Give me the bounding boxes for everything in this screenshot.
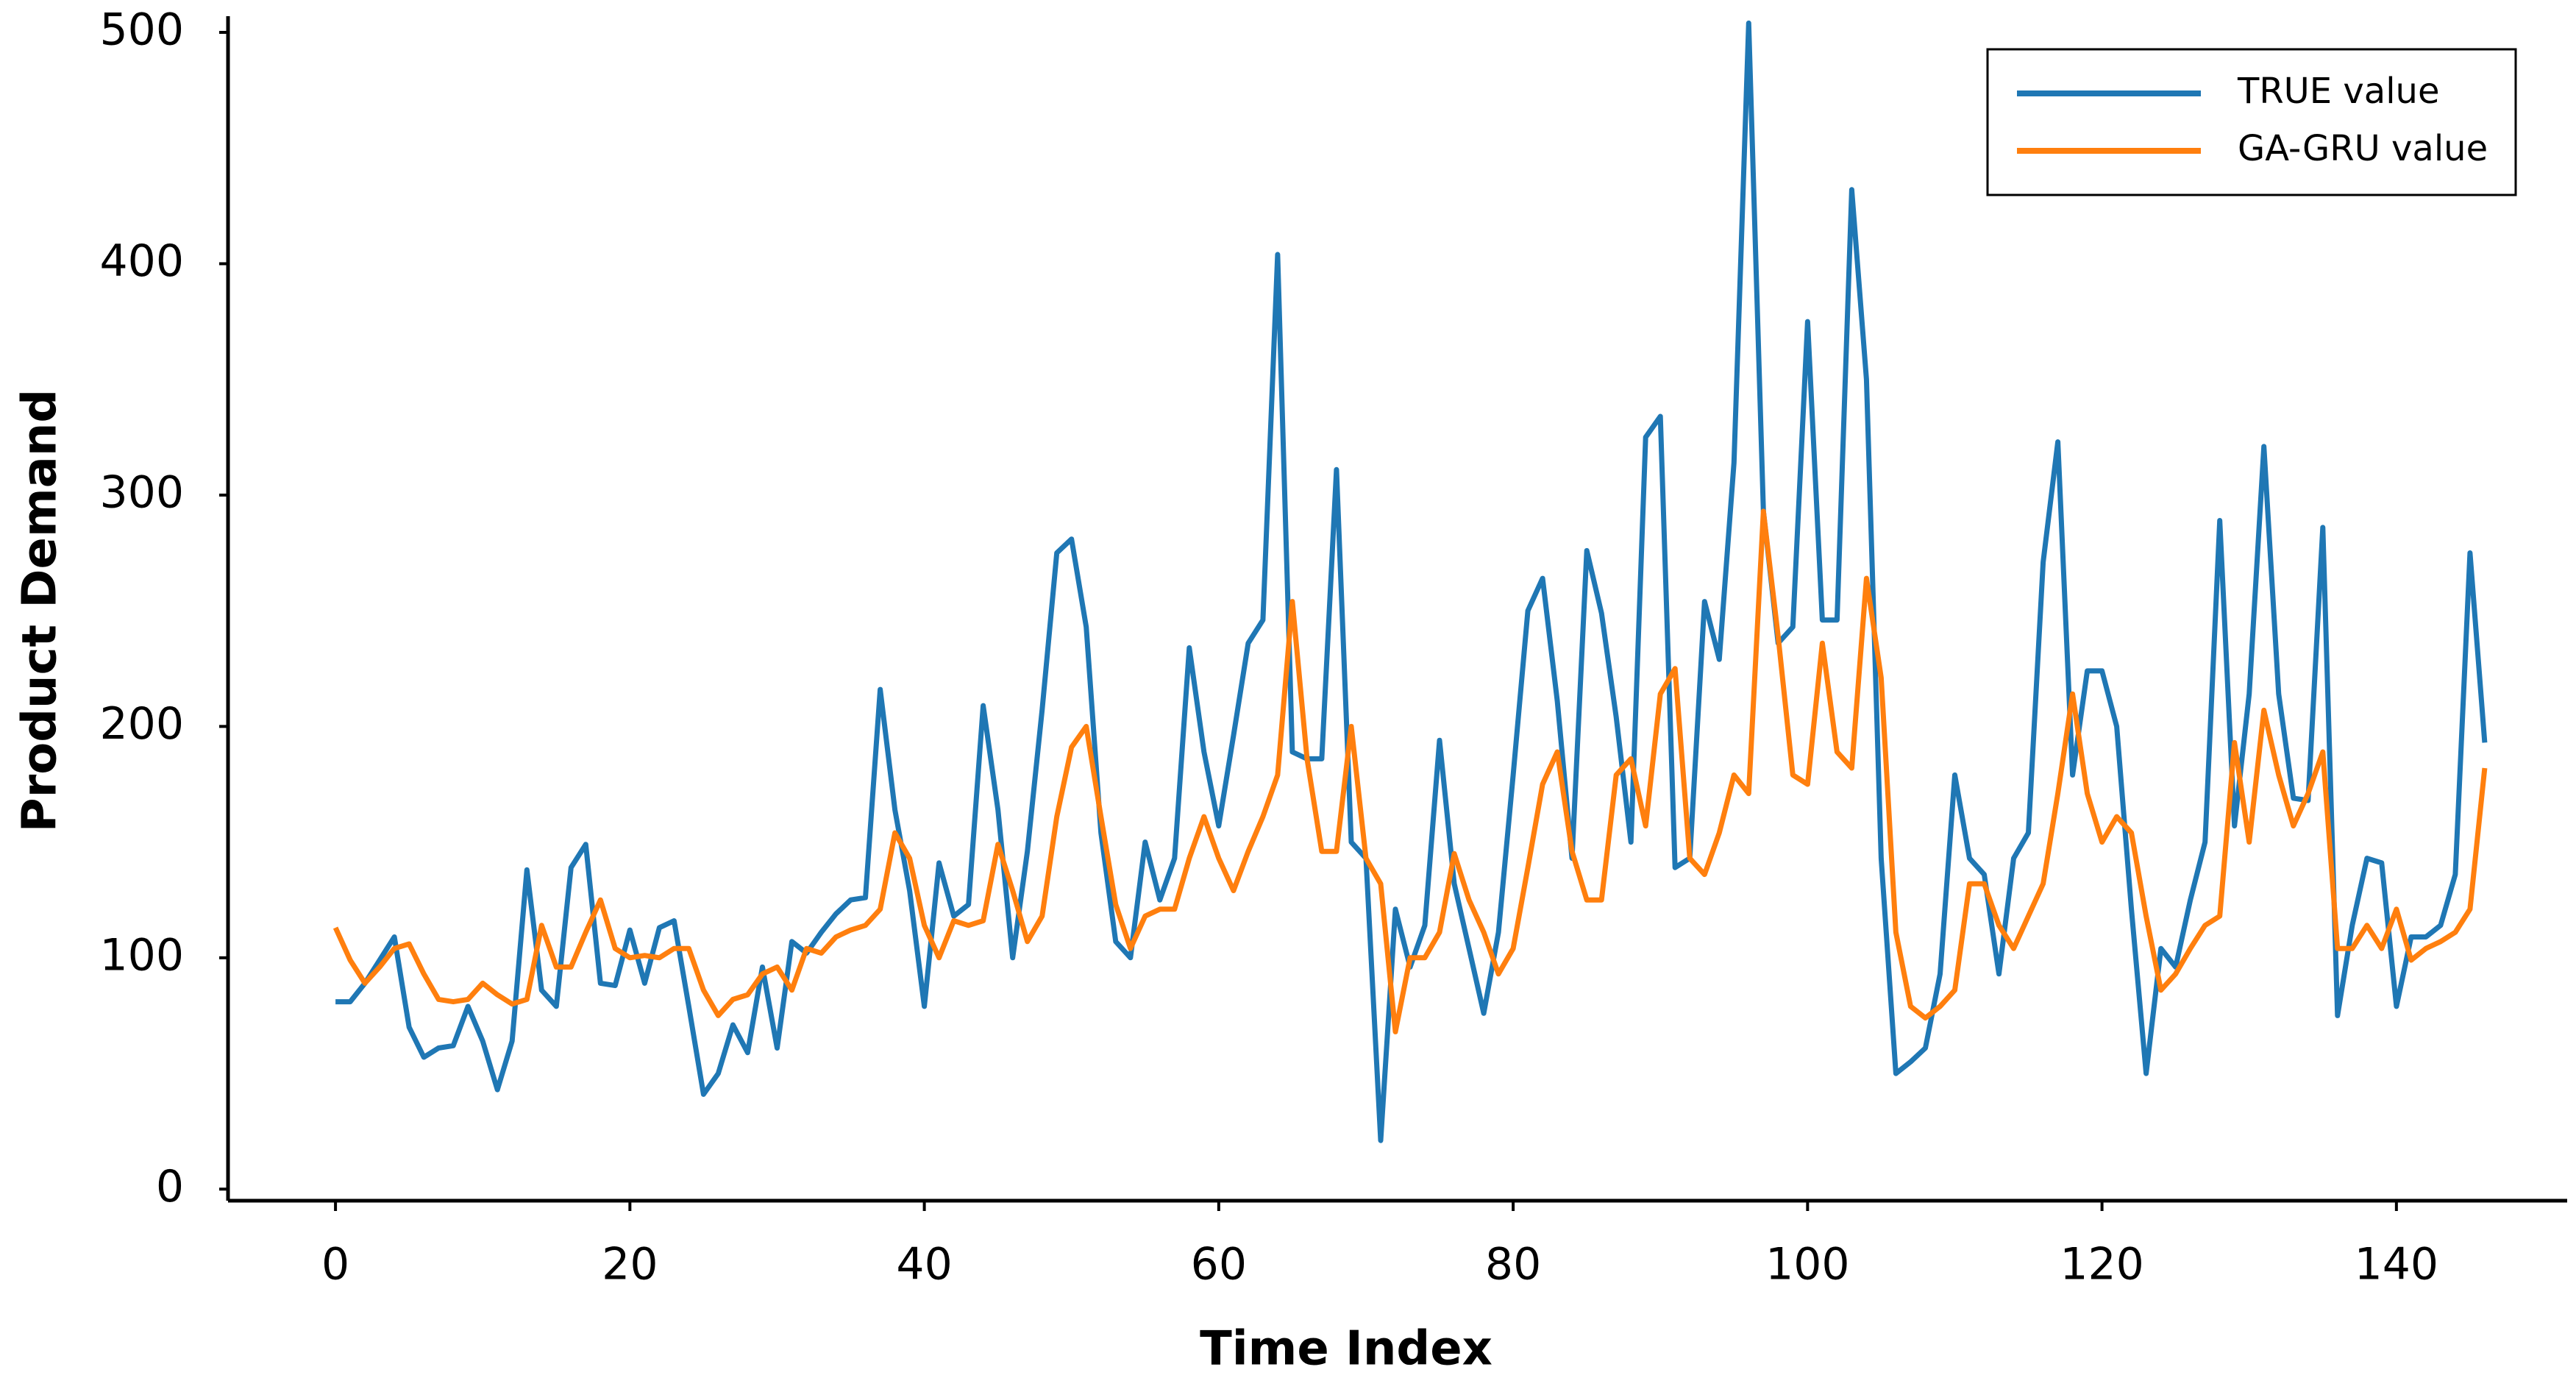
legend-label: TRUE value (2237, 71, 2440, 112)
y-tick-label: 200 (99, 698, 184, 750)
y-tick-label: 400 (99, 235, 184, 287)
legend-box (1986, 48, 2517, 196)
y-tick-label: 300 (99, 467, 184, 519)
x-tick-label: 140 (2355, 1239, 2439, 1290)
x-tick-label: 100 (1765, 1239, 1850, 1290)
series-line (332, 508, 2488, 1034)
x-tick-label: 60 (1191, 1239, 1247, 1290)
legend-label: GA-GRU value (2238, 128, 2488, 169)
x-tick-label: 40 (896, 1239, 952, 1290)
y-tick-label: 500 (99, 4, 184, 56)
x-tick-label: 120 (2060, 1239, 2144, 1290)
x-axis-label: Time Index (1200, 1322, 1492, 1377)
legend: TRUE value GA-GRU value (1986, 48, 2517, 196)
y-axis-label: Product Demand (13, 389, 68, 832)
x-tick-label: 20 (602, 1239, 658, 1290)
x-tick-label: 0 (321, 1239, 349, 1290)
x-tick-label: 80 (1485, 1239, 1541, 1290)
y-tick-label: 100 (99, 929, 184, 981)
y-tick-label: 0 (156, 1161, 184, 1212)
